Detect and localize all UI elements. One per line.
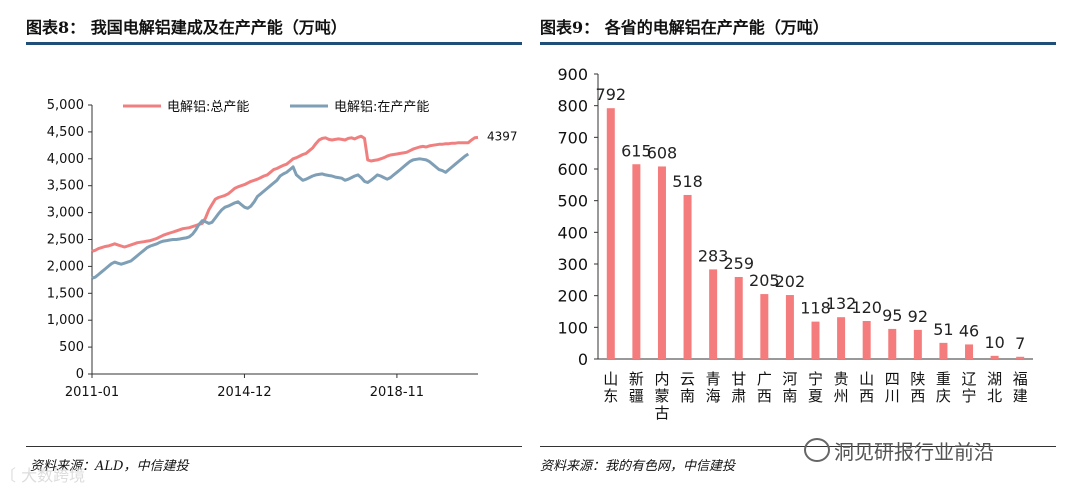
x-category-label: 新疆 [629,370,644,405]
x-category-label: 陕西 [910,370,925,405]
y-tick-label: 800 [557,97,588,116]
bar-value-label: 7 [1015,334,1025,353]
x-category-label: 山东 [603,370,618,405]
y-tick-label: 600 [557,160,588,179]
x-category-label: 甘肃 [731,370,746,405]
left-source-rule [26,446,522,447]
bar-value-label: 518 [672,172,703,191]
bar-value-label: 10 [984,333,1004,352]
y-tick-label: 700 [557,128,588,147]
x-category-label: 青海 [706,370,721,405]
x-category-label: 广西 [757,370,772,405]
series-line-total [91,134,479,253]
y-tick-label: 5,000 [47,98,84,113]
bar-福建 [1016,356,1025,359]
y-tick-label: 3,500 [47,179,84,194]
y-tick-label: 500 [59,340,84,355]
bar-value-label: 202 [775,272,806,291]
y-tick-label: 900 [557,65,588,84]
y-tick-label: 3,000 [47,206,84,221]
bar-value-label: 51 [933,320,953,339]
x-category-label: 辽宁 [962,370,977,405]
y-tick-label: 1,500 [47,286,84,301]
bar-value-label: 120 [851,298,882,317]
bar-value-label: 792 [596,85,627,104]
bar-贵州 [837,317,846,359]
legend-label: 电解铝:在产产能 [334,100,429,115]
bar-青海 [709,269,718,359]
bar-value-label: 615 [621,141,652,160]
right-source-note: 资料来源：我的有色网，中信建投 [540,459,736,474]
watermark-text: 洞见研报行业前沿 [834,440,994,464]
bar-value-label: 92 [908,307,928,326]
x-category-label: 山西 [859,370,874,405]
y-tick-label: 2,500 [47,233,84,248]
x-category-label: 福建 [1013,370,1028,405]
x-category-label: 湖北 [987,370,1002,405]
x-category-label: 贵州 [834,370,849,405]
y-tick-label: 500 [557,192,588,211]
bar-山东 [606,108,615,359]
series-line-operating [91,152,470,280]
y-tick-label: 300 [557,255,588,274]
y-tick-label: 0 [578,350,588,369]
bar-山西 [862,321,871,359]
y-tick-label: 4,000 [47,152,84,167]
bar-value-label: 95 [882,306,902,325]
y-tick-label: 200 [557,287,588,306]
x-tick-label: 2018-11 [370,385,424,400]
y-tick-label: 4,500 [47,125,84,140]
left-figure-title: 图表8： 我国电解铝建成及在产产能（万吨） [26,18,347,37]
left-source-note: 资料来源：ALD，中信建投 [30,459,189,474]
y-tick-label: 2,000 [47,259,84,274]
bar-河南 [785,295,794,359]
bar-陕西 [913,329,922,359]
bar-value-label: 205 [749,271,780,290]
bar-甘肃 [734,276,743,359]
bar-宁夏 [811,321,820,359]
bar-内蒙古 [657,166,666,359]
x-category-label: 内蒙古 [654,370,669,422]
right-source-rule [540,446,1056,447]
bar-value-label: 283 [698,246,729,265]
bar-value-label: 259 [723,254,754,273]
bar-value-label: 118 [800,299,831,318]
x-tick-label: 2011-01 [65,385,119,400]
x-category-label: 云南 [680,370,695,405]
bar-value-label: 608 [647,143,678,162]
bar-value-label: 132 [826,294,857,313]
left-title-rule [26,42,522,45]
bar-云南 [683,194,692,359]
y-tick-label: 1,000 [47,313,84,328]
x-category-label: 宁夏 [808,370,823,405]
bar-四川 [888,328,897,359]
x-tick-label: 2014-12 [217,385,271,400]
bar-value-label: 46 [959,321,979,340]
x-category-label: 四川 [885,370,900,405]
wechat-icon [804,438,830,462]
x-category-label: 河南 [782,370,797,405]
legend-label: 电解铝:总产能 [167,100,249,115]
right-title-rule [540,42,1056,45]
end-value-label: 4397 [487,129,518,143]
right-figure-title: 图表9： 各省的电解铝在产产能（万吨） [540,18,829,37]
end-value-label: 4089 [487,0,518,3]
y-tick-label: 400 [557,223,588,242]
bar-辽宁 [965,344,974,359]
bar-湖北 [990,355,999,359]
bar-广西 [760,294,769,359]
bar-新疆 [632,164,641,359]
corner-watermark: 〔 大数跨境 [0,466,86,485]
y-tick-label: 0 [76,367,84,382]
x-category-label: 重庆 [936,370,951,405]
bar-重庆 [939,342,948,359]
y-tick-label: 100 [557,318,588,337]
